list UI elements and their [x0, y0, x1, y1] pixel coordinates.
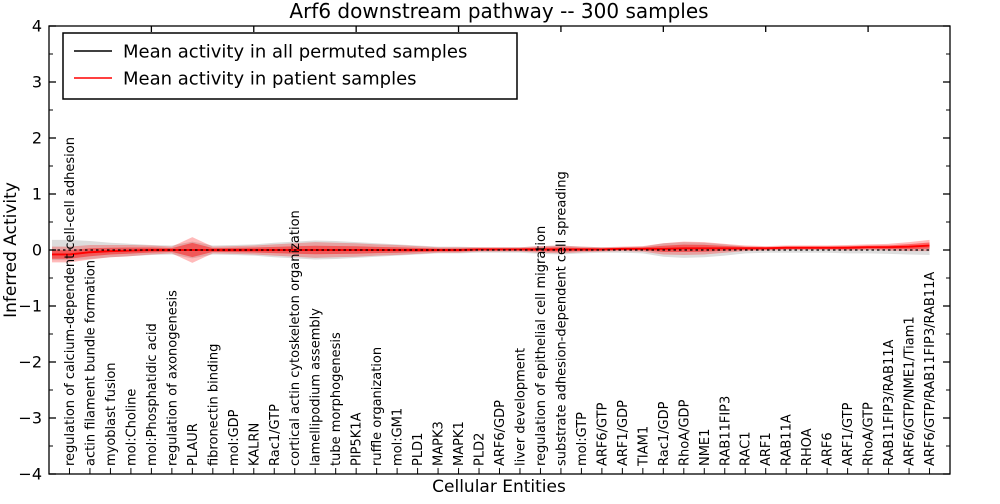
x-tick-label: MAPK1: [452, 421, 467, 466]
x-tick-label: ARF1/GDP: [616, 400, 631, 466]
x-tick-label: RhoA/GTP: [862, 402, 877, 466]
x-tick-label: myoblast fusion: [104, 362, 119, 466]
x-tick-label: cortical actin cytoskeleton organization: [288, 210, 303, 466]
x-tick-label: RAB11A: [780, 414, 795, 466]
x-tick-label: mol:Phosphatidic acid: [145, 323, 160, 466]
x-axis-label: Cellular Entities: [432, 477, 566, 497]
y-tick-label: −4: [18, 465, 42, 484]
legend: Mean activity in all permuted samples Me…: [62, 32, 518, 100]
x-tick-label: fibronectin binding: [206, 344, 221, 466]
legend-label-patient: Mean activity in patient samples: [123, 69, 417, 90]
x-tick-label: regulation of axonogenesis: [165, 290, 180, 466]
x-tick-label: ruffle organization: [370, 347, 385, 466]
x-tick-label: regulation of epithelial cell migration: [534, 226, 549, 466]
y-tick-label: 1: [32, 185, 42, 204]
y-tick-label: 4: [32, 17, 42, 36]
x-tick-label: liver development: [513, 348, 528, 466]
x-tick-label: lamellipodium assembly: [309, 308, 324, 466]
x-tick-label: MAPK3: [432, 421, 447, 466]
axis-ticks: 4 3 2 1 0 −1 −2 −3 −4: [18, 17, 950, 484]
x-tick-label: ARF6: [821, 432, 836, 466]
x-tick-label: Rac1/GDP: [657, 401, 672, 466]
x-tick-label: ARF6/GTP/NME1/Tiam1: [903, 316, 918, 466]
x-tick-label: ARF1: [759, 432, 774, 466]
x-tick-label: PIP5K1A: [350, 412, 365, 466]
x-tick-label: PLD1: [411, 433, 426, 466]
y-tick-label: 2: [32, 129, 42, 148]
y-tick-label: 3: [32, 73, 42, 92]
x-tick-label: RAC1: [739, 431, 754, 466]
x-tick-label: mol:GDP: [227, 409, 242, 466]
x-tick-label: PLAUR: [186, 423, 201, 466]
y-tick-label: −1: [18, 297, 42, 316]
y-tick-label: −2: [18, 353, 42, 372]
x-tick-label: KALRN: [247, 423, 262, 466]
y-axis-label: Inferred Activity: [1, 182, 21, 318]
x-tick-label: PLD2: [473, 433, 488, 466]
x-tick-label: RhoA/GDP: [677, 399, 692, 466]
x-tick-label: Rac1/GTP: [268, 404, 283, 466]
x-tick-label: RAB11FIP3/RAB11A: [882, 339, 897, 466]
y-tick-label: 0: [32, 241, 42, 260]
legend-label-permuted: Mean activity in all permuted samples: [123, 42, 467, 63]
x-tick-label: substrate adhesion-dependent cell spread…: [554, 171, 569, 466]
mean-activity-lines: [52, 244, 930, 256]
legend-box: [62, 32, 518, 100]
x-tick-label: TIAM1: [636, 426, 651, 467]
x-tick-label: ARF1/GTP: [841, 402, 856, 466]
x-tick-label: regulation of calcium-dependent cell-cel…: [63, 137, 78, 466]
x-tick-label: RHOA: [800, 428, 815, 466]
x-tick-label: tube morphogenesis: [329, 332, 344, 466]
x-tick-labels: regulation of calcium-dependent cell-cel…: [63, 137, 938, 467]
x-tick-label: actin filament bundle formation: [83, 260, 98, 466]
x-tick-label: ARF6/GTP: [595, 402, 610, 466]
x-tick-label: NME1: [698, 429, 713, 466]
x-tick-label: mol:Choline: [124, 389, 139, 466]
x-tick-label: mol:GTP: [575, 412, 590, 466]
x-tick-label: ARF6/GTP/RAB11FIP3/RAB11A: [923, 272, 938, 466]
x-tick-label: ARF6/GDP: [493, 400, 508, 466]
x-tick-label: mol:GM1: [391, 408, 406, 466]
x-tick-label: RAB11FIP3: [718, 396, 733, 466]
band-patient-spread-inner: [52, 242, 930, 259]
chart-title: Arf6 downstream pathway -- 300 samples: [289, 0, 708, 23]
y-tick-label: −3: [18, 409, 42, 428]
plot-border: [48, 25, 951, 475]
